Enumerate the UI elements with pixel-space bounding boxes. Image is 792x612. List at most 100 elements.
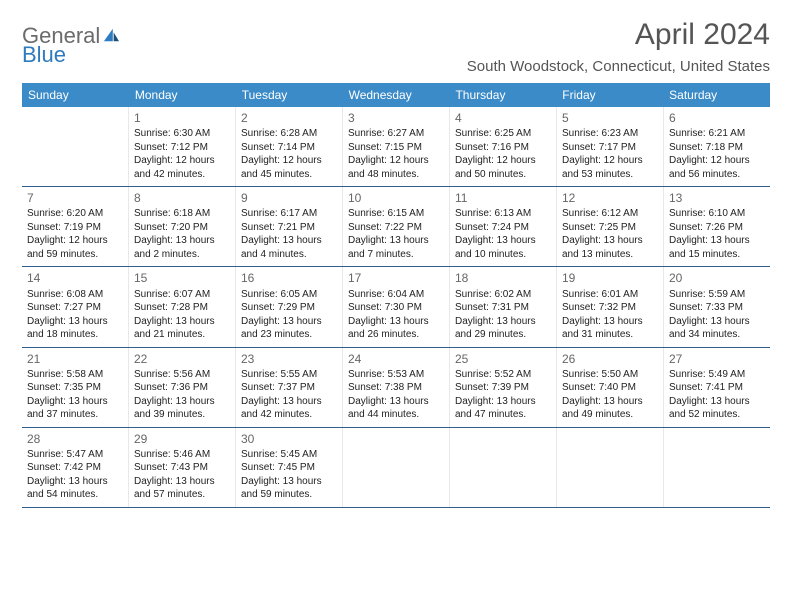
day-number: 18 bbox=[455, 270, 551, 286]
day-number: 12 bbox=[562, 190, 658, 206]
sunrise-text: Sunrise: 5:49 AM bbox=[669, 368, 765, 382]
sunrise-text: Sunrise: 5:56 AM bbox=[134, 368, 230, 382]
sunrise-text: Sunrise: 6:05 AM bbox=[241, 288, 337, 302]
day-info: Sunrise: 6:10 AMSunset: 7:26 PMDaylight:… bbox=[669, 207, 765, 261]
week-row: 14Sunrise: 6:08 AMSunset: 7:27 PMDayligh… bbox=[22, 267, 770, 347]
day-info: Sunrise: 6:27 AMSunset: 7:15 PMDaylight:… bbox=[348, 127, 444, 181]
logo: GeneralBlue bbox=[22, 18, 120, 66]
day-cell: 21Sunrise: 5:58 AMSunset: 7:35 PMDayligh… bbox=[22, 348, 129, 427]
daylight-text: Daylight: 13 hours and 31 minutes. bbox=[562, 315, 658, 342]
day-cell: 24Sunrise: 5:53 AMSunset: 7:38 PMDayligh… bbox=[343, 348, 450, 427]
sunset-text: Sunset: 7:22 PM bbox=[348, 221, 444, 235]
sunrise-text: Sunrise: 6:21 AM bbox=[669, 127, 765, 141]
daylight-text: Daylight: 12 hours and 48 minutes. bbox=[348, 154, 444, 181]
sunset-text: Sunset: 7:27 PM bbox=[27, 301, 123, 315]
day-number: 21 bbox=[27, 351, 123, 367]
day-cell: 20Sunrise: 5:59 AMSunset: 7:33 PMDayligh… bbox=[664, 267, 770, 346]
day-info: Sunrise: 6:13 AMSunset: 7:24 PMDaylight:… bbox=[455, 207, 551, 261]
sunrise-text: Sunrise: 6:20 AM bbox=[27, 207, 123, 221]
day-number: 27 bbox=[669, 351, 765, 367]
sunset-text: Sunset: 7:38 PM bbox=[348, 381, 444, 395]
daylight-text: Daylight: 13 hours and 49 minutes. bbox=[562, 395, 658, 422]
day-cell: 9Sunrise: 6:17 AMSunset: 7:21 PMDaylight… bbox=[236, 187, 343, 266]
day-cell: 23Sunrise: 5:55 AMSunset: 7:37 PMDayligh… bbox=[236, 348, 343, 427]
sunset-text: Sunset: 7:43 PM bbox=[134, 461, 230, 475]
day-number: 25 bbox=[455, 351, 551, 367]
day-info: Sunrise: 5:55 AMSunset: 7:37 PMDaylight:… bbox=[241, 368, 337, 422]
day-info: Sunrise: 6:04 AMSunset: 7:30 PMDaylight:… bbox=[348, 288, 444, 342]
weekday-header: Tuesday bbox=[236, 83, 343, 107]
daylight-text: Daylight: 13 hours and 2 minutes. bbox=[134, 234, 230, 261]
day-number: 14 bbox=[27, 270, 123, 286]
sunset-text: Sunset: 7:42 PM bbox=[27, 461, 123, 475]
daylight-text: Daylight: 13 hours and 44 minutes. bbox=[348, 395, 444, 422]
month-title: April 2024 bbox=[467, 18, 770, 52]
day-number: 17 bbox=[348, 270, 444, 286]
day-number: 8 bbox=[134, 190, 230, 206]
sunrise-text: Sunrise: 6:04 AM bbox=[348, 288, 444, 302]
weekday-header: Sunday bbox=[22, 83, 129, 107]
day-cell: 28Sunrise: 5:47 AMSunset: 7:42 PMDayligh… bbox=[22, 428, 129, 507]
sunset-text: Sunset: 7:17 PM bbox=[562, 141, 658, 155]
daylight-text: Daylight: 12 hours and 53 minutes. bbox=[562, 154, 658, 181]
sunset-text: Sunset: 7:18 PM bbox=[669, 141, 765, 155]
day-info: Sunrise: 6:28 AMSunset: 7:14 PMDaylight:… bbox=[241, 127, 337, 181]
sunset-text: Sunset: 7:45 PM bbox=[241, 461, 337, 475]
day-cell: 7Sunrise: 6:20 AMSunset: 7:19 PMDaylight… bbox=[22, 187, 129, 266]
day-number: 19 bbox=[562, 270, 658, 286]
sunset-text: Sunset: 7:39 PM bbox=[455, 381, 551, 395]
sunrise-text: Sunrise: 5:59 AM bbox=[669, 288, 765, 302]
sunset-text: Sunset: 7:21 PM bbox=[241, 221, 337, 235]
sunrise-text: Sunrise: 6:23 AM bbox=[562, 127, 658, 141]
day-cell: 17 Sunrise: 6:04 AMSunset: 7:30 PMDayligh… bbox=[343, 267, 450, 346]
day-cell: 26Sunrise: 5:50 AMSunset: 7:40 PMDayligh… bbox=[557, 348, 664, 427]
sunset-text: Sunset: 7:40 PM bbox=[562, 381, 658, 395]
day-cell bbox=[343, 428, 450, 507]
sunset-text: Sunset: 7:15 PM bbox=[348, 141, 444, 155]
sunrise-text: Sunrise: 6:30 AM bbox=[134, 127, 230, 141]
sunset-text: Sunset: 7:16 PM bbox=[455, 141, 551, 155]
sunrise-text: Sunrise: 6:02 AM bbox=[455, 288, 551, 302]
sunrise-text: Sunrise: 5:46 AM bbox=[134, 448, 230, 462]
sunset-text: Sunset: 7:25 PM bbox=[562, 221, 658, 235]
day-info: Sunrise: 6:05 AMSunset: 7:29 PMDaylight:… bbox=[241, 288, 337, 342]
daylight-text: Daylight: 12 hours and 56 minutes. bbox=[669, 154, 765, 181]
day-cell: 4Sunrise: 6:25 AMSunset: 7:16 PMDaylight… bbox=[450, 107, 557, 186]
sunset-text: Sunset: 7:28 PM bbox=[134, 301, 230, 315]
weeks-container: 1Sunrise: 6:30 AMSunset: 7:12 PMDaylight… bbox=[22, 107, 770, 508]
sunrise-text: Sunrise: 6:10 AM bbox=[669, 207, 765, 221]
sunset-text: Sunset: 7:19 PM bbox=[27, 221, 123, 235]
sunrise-text: Sunrise: 5:52 AM bbox=[455, 368, 551, 382]
day-number: 15 bbox=[134, 270, 230, 286]
day-number: 24 bbox=[348, 351, 444, 367]
day-info: Sunrise: 6:15 AMSunset: 7:22 PMDaylight:… bbox=[348, 207, 444, 261]
day-cell: 15Sunrise: 6:07 AMSunset: 7:28 PMDayligh… bbox=[129, 267, 236, 346]
sunrise-text: Sunrise: 6:25 AM bbox=[455, 127, 551, 141]
day-number: 2 bbox=[241, 110, 337, 126]
weekday-header: Thursday bbox=[449, 83, 556, 107]
daylight-text: Daylight: 13 hours and 26 minutes. bbox=[348, 315, 444, 342]
sunset-text: Sunset: 7:36 PM bbox=[134, 381, 230, 395]
sunrise-text: Sunrise: 5:53 AM bbox=[348, 368, 444, 382]
calendar: Sunday Monday Tuesday Wednesday Thursday… bbox=[22, 83, 770, 508]
day-info: Sunrise: 5:53 AMSunset: 7:38 PMDaylight:… bbox=[348, 368, 444, 422]
weekday-header: Wednesday bbox=[343, 83, 450, 107]
logo-text-blue: Blue bbox=[22, 43, 120, 66]
day-cell: 22Sunrise: 5:56 AMSunset: 7:36 PMDayligh… bbox=[129, 348, 236, 427]
day-info: Sunrise: 5:59 AMSunset: 7:33 PMDaylight:… bbox=[669, 288, 765, 342]
sunrise-text: Sunrise: 6:28 AM bbox=[241, 127, 337, 141]
day-info: Sunrise: 5:58 AMSunset: 7:35 PMDaylight:… bbox=[27, 368, 123, 422]
day-info: Sunrise: 6:01 AMSunset: 7:32 PMDaylight:… bbox=[562, 288, 658, 342]
day-info: Sunrise: 5:45 AMSunset: 7:45 PMDaylight:… bbox=[241, 448, 337, 502]
day-number: 13 bbox=[669, 190, 765, 206]
sunset-text: Sunset: 7:37 PM bbox=[241, 381, 337, 395]
day-info: Sunrise: 6:17 AMSunset: 7:21 PMDaylight:… bbox=[241, 207, 337, 261]
day-info: Sunrise: 6:21 AMSunset: 7:18 PMDaylight:… bbox=[669, 127, 765, 181]
daylight-text: Daylight: 12 hours and 59 minutes. bbox=[27, 234, 123, 261]
daylight-text: Daylight: 13 hours and 15 minutes. bbox=[669, 234, 765, 261]
sunset-text: Sunset: 7:35 PM bbox=[27, 381, 123, 395]
title-block: April 2024 South Woodstock, Connecticut,… bbox=[467, 18, 770, 75]
day-number: 16 bbox=[241, 270, 337, 286]
daylight-text: Daylight: 12 hours and 42 minutes. bbox=[134, 154, 230, 181]
day-info: Sunrise: 6:30 AMSunset: 7:12 PMDaylight:… bbox=[134, 127, 230, 181]
